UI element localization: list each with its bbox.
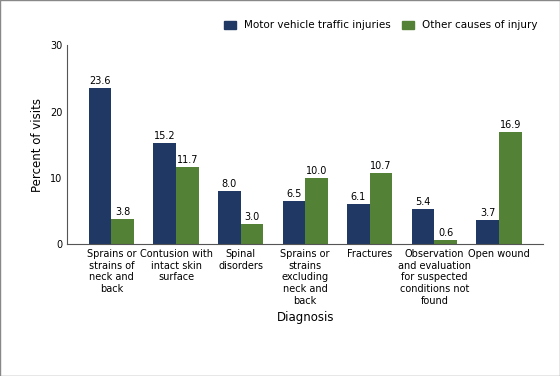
Text: 3.0: 3.0 (244, 212, 259, 223)
Bar (347, 204, 370, 244)
Bar (241, 224, 263, 244)
Text: 3.7: 3.7 (480, 208, 496, 218)
Bar (305, 178, 328, 244)
Bar (435, 240, 457, 244)
Y-axis label: Percent of visits: Percent of visits (31, 98, 44, 192)
Text: 10.7: 10.7 (370, 161, 392, 171)
Text: 6.5: 6.5 (286, 189, 302, 199)
Text: 10.0: 10.0 (306, 166, 327, 176)
Bar (499, 132, 521, 244)
Legend: Motor vehicle traffic injuries, Other causes of injury: Motor vehicle traffic injuries, Other ca… (223, 20, 538, 30)
Text: 8.0: 8.0 (222, 179, 237, 189)
Text: 16.9: 16.9 (500, 120, 521, 130)
Bar (283, 201, 305, 244)
Bar (111, 219, 134, 244)
Bar (218, 191, 241, 244)
Text: 23.6: 23.6 (90, 76, 111, 86)
Text: 15.2: 15.2 (154, 132, 175, 141)
Bar (153, 143, 176, 244)
Bar (370, 173, 393, 244)
Text: 6.1: 6.1 (351, 192, 366, 202)
X-axis label: Diagnosis: Diagnosis (277, 311, 334, 324)
Text: 5.4: 5.4 (416, 197, 431, 206)
Bar (477, 220, 499, 244)
Text: 3.8: 3.8 (115, 207, 130, 217)
Bar (176, 167, 199, 244)
Bar (89, 88, 111, 244)
Text: 0.6: 0.6 (438, 229, 453, 238)
Text: 11.7: 11.7 (176, 155, 198, 165)
Bar (412, 209, 435, 244)
